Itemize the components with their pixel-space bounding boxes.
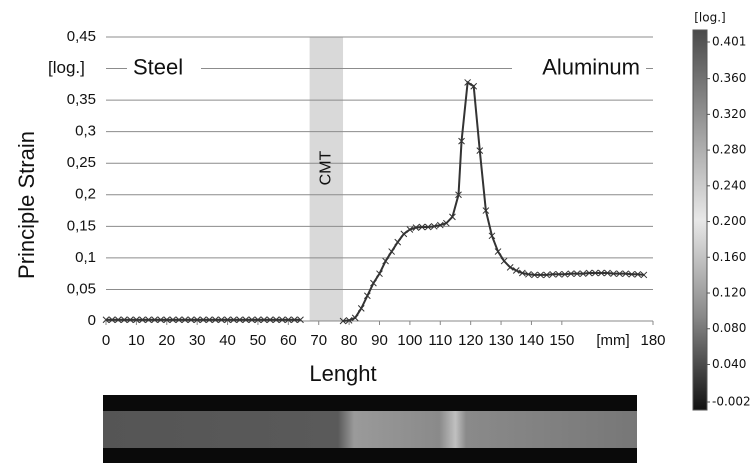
x-tick-label: 70 <box>310 332 327 349</box>
x-unit: [mm] <box>596 332 629 349</box>
x-tick-label: 140 <box>519 332 544 349</box>
annotation: Aluminum <box>542 54 640 79</box>
colorbar-tick-label: 0.200 <box>712 214 746 228</box>
colorbar-tick-label: 0.360 <box>712 71 746 85</box>
colorbar-tick-label: 0.080 <box>712 321 746 335</box>
x-tick-label: 10 <box>128 332 145 349</box>
colorbar-tick-label: 0.401 <box>712 35 746 49</box>
x-tick-label: 20 <box>158 332 175 349</box>
x-tick-label: 0 <box>102 332 110 349</box>
y-tick-label: 0,2 <box>75 186 96 203</box>
x-tick-label: 150 <box>549 332 574 349</box>
x-tick-label: 80 <box>341 332 358 349</box>
x-tick-label: 120 <box>458 332 483 349</box>
y-tick-label: 0,25 <box>67 154 96 171</box>
y-unit: [log.] <box>48 58 85 77</box>
series-line <box>343 82 644 321</box>
specimen-strip <box>103 411 637 448</box>
y-tick-label: 0,35 <box>67 91 96 108</box>
colorbar-tick-label: 0.280 <box>712 143 746 157</box>
x-tick-label: 90 <box>371 332 388 349</box>
x-tick-label: 60 <box>280 332 297 349</box>
x-tick-label: 180 <box>640 332 665 349</box>
band-label: CMT <box>318 150 335 185</box>
data-point <box>395 239 401 245</box>
x-tick-label: 30 <box>189 332 206 349</box>
chart: CMT00,050,10,150,20,250,30,350,40,450102… <box>0 0 752 463</box>
data-point <box>501 258 507 264</box>
colorbar-tick-label: 0.120 <box>712 286 746 300</box>
x-tick-label: 40 <box>219 332 236 349</box>
x-tick-label: 110 <box>428 332 452 349</box>
x-tick-label: 130 <box>489 332 514 349</box>
x-tick-label: 100 <box>397 332 422 349</box>
colorbar-tick-label: 0.320 <box>712 107 746 121</box>
colorbar <box>693 30 707 410</box>
y-tick-label: 0,3 <box>75 123 96 140</box>
y-axis-title: Principle Strain <box>14 131 39 279</box>
x-axis-title: Lenght <box>309 361 376 386</box>
annotation: Steel <box>133 54 183 79</box>
colorbar-tick-label: -0.002 <box>712 395 751 409</box>
y-tick-label: 0,15 <box>67 217 96 234</box>
data-point <box>401 231 407 237</box>
colorbar-tick-label: 0.160 <box>712 250 746 264</box>
colorbar-tick-label: 0.240 <box>712 178 746 192</box>
y-tick-label: 0,05 <box>67 280 96 297</box>
colorbar-tick-label: 0.040 <box>712 357 746 371</box>
x-tick-label: 50 <box>250 332 267 349</box>
y-tick-label: 0,1 <box>75 249 96 266</box>
data-point <box>389 249 395 255</box>
colorbar-label: [log.] <box>694 11 725 25</box>
y-tick-label: 0,45 <box>67 28 96 45</box>
y-tick-label: 0 <box>88 312 96 329</box>
